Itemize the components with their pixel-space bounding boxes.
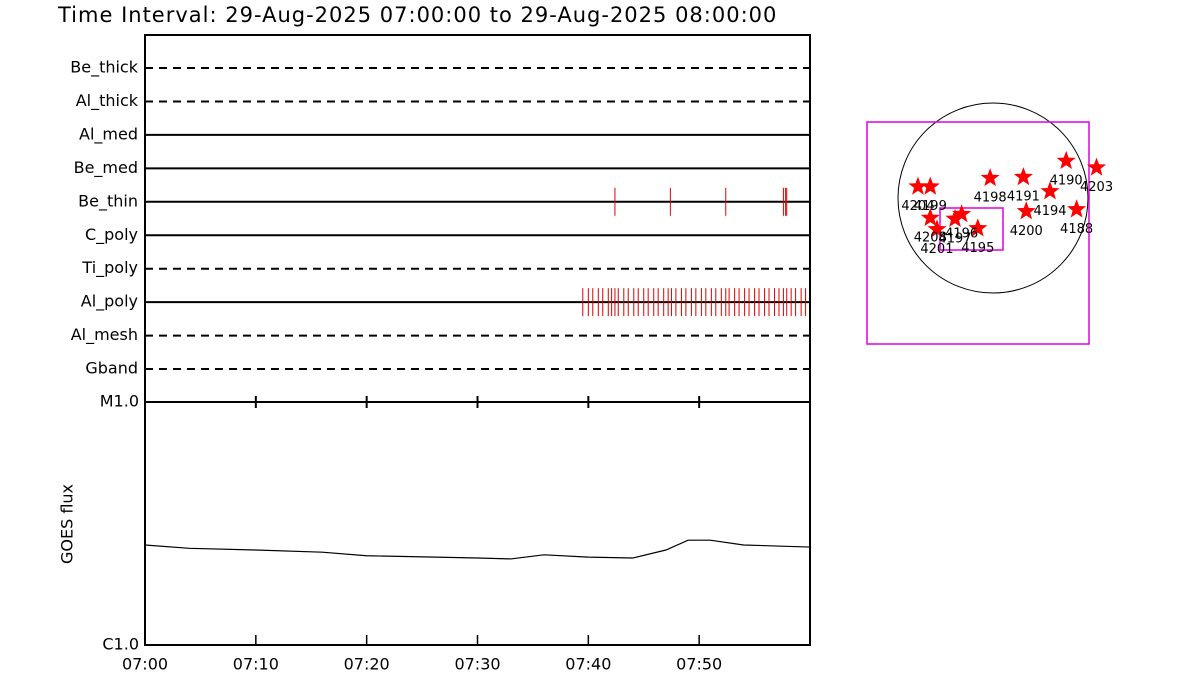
region-label: 4199 xyxy=(914,199,947,214)
active-region xyxy=(1087,157,1107,176)
x-tick-label: 07:20 xyxy=(344,655,390,674)
active-region xyxy=(920,207,940,226)
region-label: 4203 xyxy=(1080,180,1113,195)
active-region xyxy=(908,176,928,195)
region-label: 4194 xyxy=(1033,204,1066,219)
timeline-frame xyxy=(144,34,811,403)
goes-line xyxy=(144,539,811,560)
x-tick-label: 07:00 xyxy=(122,655,168,674)
region-label: 4197 xyxy=(938,231,971,246)
filter-label: Ti_poly xyxy=(81,258,138,278)
y-axis-label: GOES flux xyxy=(58,484,77,564)
region-label: 4191 xyxy=(1007,190,1040,205)
active-region xyxy=(1040,181,1060,200)
region-label: 4208 xyxy=(914,230,947,245)
filter-label: Al_thick xyxy=(76,91,139,111)
filter-label: Gband xyxy=(85,359,138,378)
filter-label: Be_med xyxy=(74,158,138,178)
region-label: 4188 xyxy=(1060,222,1093,237)
region-label: 4204 xyxy=(901,199,934,214)
active-region xyxy=(1016,201,1036,220)
region-label: 4195 xyxy=(961,241,994,256)
solar-disk xyxy=(897,102,1089,294)
filter-label: Be_thick xyxy=(70,58,138,78)
filter-label: Al_med xyxy=(79,124,138,144)
x-tick-label: 07:30 xyxy=(454,655,500,674)
filter-label: Al_poly xyxy=(81,292,138,312)
goes-frame xyxy=(144,401,811,646)
y-tick-label: M1.0 xyxy=(100,392,139,411)
x-tick-label: 07:50 xyxy=(676,655,722,674)
active-region xyxy=(1067,199,1087,218)
active-region xyxy=(980,168,1000,187)
region-label: 4190 xyxy=(1050,173,1083,188)
active-region xyxy=(945,208,965,227)
y-tick-label: C1.0 xyxy=(102,635,139,654)
active-region xyxy=(952,204,972,223)
x-tick-label: 07:40 xyxy=(565,655,611,674)
region-label: 4201 xyxy=(920,242,953,257)
active-region xyxy=(927,219,947,238)
active-region xyxy=(1013,167,1033,186)
region-label: 4198 xyxy=(974,191,1007,206)
active-region xyxy=(968,218,988,237)
filter-label: Be_thin xyxy=(78,191,138,211)
region-label: 4196 xyxy=(945,227,978,242)
filter-label: Al_mesh xyxy=(71,325,138,345)
fov-box xyxy=(866,121,1090,345)
chart-title: Time Interval: 29-Aug-2025 07:00:00 to 2… xyxy=(57,3,777,27)
x-tick-label: 07:10 xyxy=(233,655,279,674)
region-label: 4200 xyxy=(1010,224,1043,239)
active-region xyxy=(920,176,940,195)
filter-label: C_poly xyxy=(85,225,138,245)
active-region xyxy=(1056,150,1076,169)
